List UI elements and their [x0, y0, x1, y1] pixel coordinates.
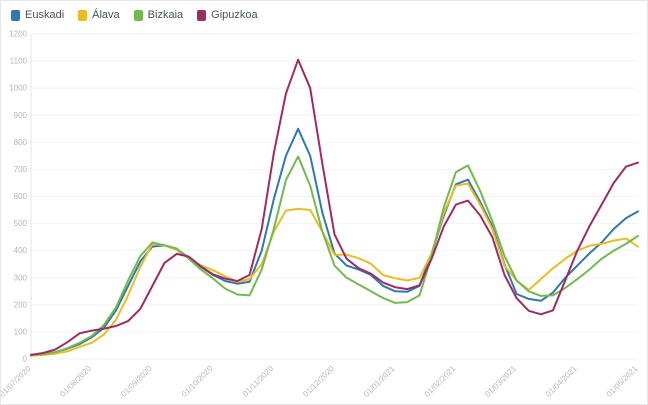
legend-swatch-icon — [11, 9, 20, 21]
legend-item-euskadi[interactable]: Euskadi — [11, 9, 64, 21]
legend-item-bizkaia[interactable]: Bizkaia — [133, 9, 184, 21]
x-axis-tick-label: 01/08/2020 — [58, 364, 93, 399]
y-axis-tick-label: 1000 — [9, 84, 27, 93]
legend-label: Álava — [92, 9, 120, 21]
x-axis-tick-label: 01/05/2021 — [605, 364, 640, 399]
y-axis-tick-label: 300 — [14, 273, 28, 282]
x-axis-tick-label: 01/10/2020 — [180, 364, 215, 399]
y-axis-tick-label: 900 — [14, 111, 28, 120]
series-line-euskadi — [30, 127, 639, 356]
y-axis-tick-label: 200 — [14, 300, 28, 309]
legend-swatch-icon — [197, 9, 207, 21]
y-axis-tick-label: 700 — [14, 165, 28, 174]
x-axis-tick-label: 01/01/2021 — [362, 364, 397, 399]
x-axis-tick-label: 01/12/2020 — [301, 364, 336, 399]
y-axis-tick-label: 400 — [14, 246, 28, 255]
y-axis-tick-label: 600 — [14, 192, 28, 201]
y-axis-tick-label: 1100 — [10, 57, 28, 66]
x-axis-tick-label: 01/11/2020 — [241, 364, 276, 399]
legend-swatch-icon — [133, 9, 143, 21]
y-axis-tick-label: 0 — [23, 355, 28, 364]
legend-item-gipuzkoa[interactable]: Gipuzkoa — [197, 9, 258, 21]
y-axis-tick-label: 500 — [14, 219, 28, 228]
chart-legend: Euskadi Álava Bizkaia Gipuzkoa — [11, 9, 258, 21]
legend-label: Bizkaia — [147, 9, 184, 21]
x-axis-tick-label: 01/02/2021 — [423, 364, 458, 399]
series-line-gipuzkoa — [30, 58, 639, 356]
series-line-lava — [30, 182, 639, 357]
y-axis-tick-label: 100 — [14, 327, 28, 336]
x-axis-tick-label: 01/04/2021 — [544, 364, 579, 399]
x-axis-tick-label: 01/07/2020 — [1, 364, 33, 399]
series-line-bizkaia — [30, 155, 639, 356]
legend-label: Gipuzkoa — [211, 9, 258, 21]
y-axis-tick-label: 1200 — [9, 30, 27, 39]
legend-label: Euskadi — [25, 9, 65, 21]
x-axis-tick-label: 01/03/2021 — [483, 364, 518, 399]
x-axis-tick-label: 01/09/2020 — [119, 364, 154, 399]
legend-item-lava[interactable]: Álava — [78, 9, 120, 21]
y-axis-tick-label: 800 — [14, 138, 28, 147]
legend-swatch-icon — [78, 9, 88, 21]
